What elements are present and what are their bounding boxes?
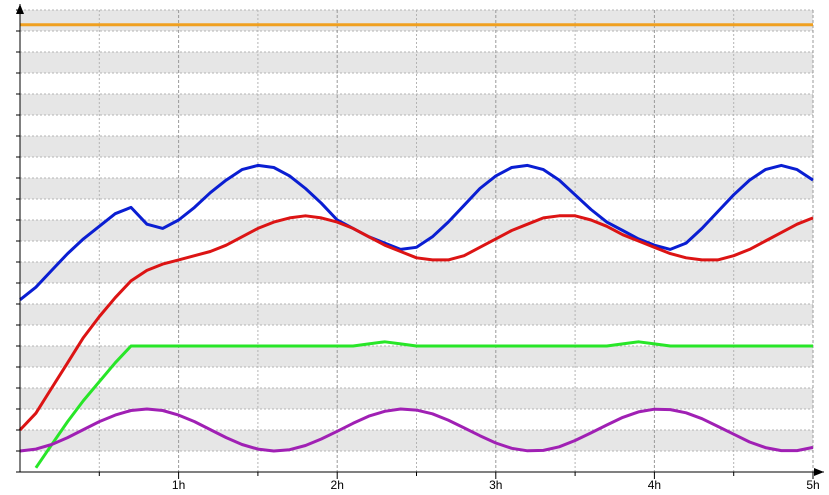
band <box>20 262 813 283</box>
series-line <box>18 214 814 432</box>
x-axis-arrow <box>814 468 824 476</box>
band <box>20 178 813 199</box>
series-line <box>19 163 814 301</box>
x-tick-label: 4h <box>648 478 661 492</box>
x-tick-label: 1h <box>172 478 185 492</box>
y-axis-arrow <box>16 4 24 14</box>
band <box>20 94 813 115</box>
x-tick-label: 2h <box>331 478 344 492</box>
x-tick-label: 5h <box>806 478 819 492</box>
band <box>20 346 813 367</box>
series-line <box>19 407 814 453</box>
series-line <box>34 340 813 469</box>
x-tick-label: 3h <box>489 478 502 492</box>
